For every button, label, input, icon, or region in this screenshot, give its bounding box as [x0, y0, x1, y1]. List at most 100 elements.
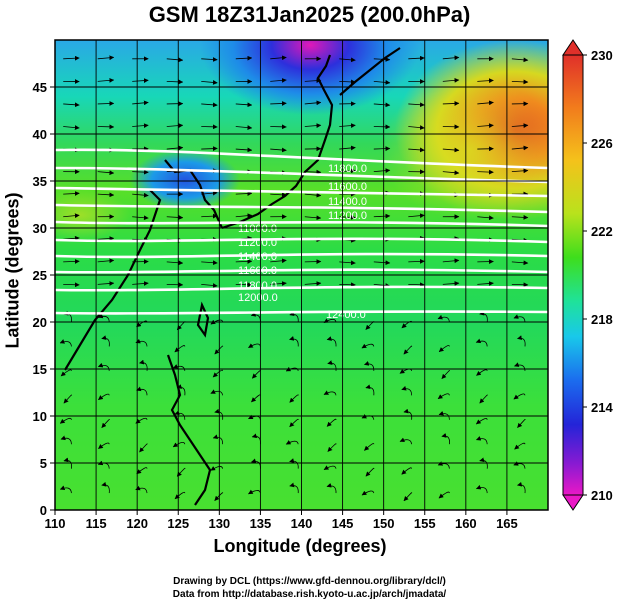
streamline-arrow — [326, 336, 337, 347]
streamline-arrow — [285, 366, 299, 372]
colorbar-label: 214 — [591, 400, 613, 415]
streamline-arrow — [517, 335, 526, 347]
contour-labels: 11800.0 11600.0 11400.0 11200.0 11000.0 … — [238, 163, 367, 321]
streamline-arrow — [408, 147, 425, 153]
contour-label: 11800.0 — [238, 280, 277, 292]
streamline-arrow — [166, 260, 184, 266]
y-tick-label: 40 — [33, 127, 47, 142]
streamline-arrow — [475, 436, 488, 445]
streamline-arrow — [442, 55, 460, 61]
streamline-arrow — [513, 461, 526, 469]
streamline-arrow — [514, 362, 526, 371]
streamline-arrow — [97, 170, 115, 176]
streamline-arrow — [403, 492, 413, 502]
streamline-arrow — [59, 485, 72, 494]
streamline-arrow — [437, 461, 450, 469]
streamline-arrow — [97, 236, 115, 241]
streamline-arrow — [132, 78, 149, 83]
streamline-arrow — [285, 440, 299, 445]
streamline-arrow — [136, 467, 148, 475]
streamline-arrow — [403, 408, 413, 420]
streamline-arrow — [475, 338, 488, 347]
streamline-arrow — [475, 418, 488, 425]
streamline-arrow — [373, 283, 391, 288]
y-tick-label: 30 — [33, 221, 47, 236]
streamline-arrow — [511, 57, 529, 63]
streamline-arrow — [442, 101, 460, 106]
streamline-arrow — [172, 364, 186, 371]
colorbar-label: 226 — [591, 136, 613, 151]
streamline-arrow — [132, 192, 149, 198]
streamline-arrow — [97, 362, 110, 371]
streamline-arrow — [214, 408, 224, 420]
streamline-arrow — [373, 168, 391, 174]
contour-label: 11800.0 — [328, 163, 367, 175]
streamline-arrow — [477, 281, 494, 286]
streamline-arrow — [201, 213, 218, 219]
streamline-arrow — [270, 192, 287, 198]
streamline-arrow — [438, 345, 450, 353]
streamline-arrow — [364, 361, 375, 371]
streamline-arrow — [438, 491, 450, 499]
streamline-arrow — [136, 320, 148, 328]
streamline-arrow — [365, 384, 375, 396]
streamline-arrow — [63, 55, 80, 61]
streamline-arrow — [408, 102, 425, 108]
streamline-arrow — [166, 145, 184, 151]
streamline-arrow — [339, 123, 356, 128]
streamline-arrow — [132, 281, 149, 286]
streamline-arrow — [214, 492, 224, 501]
streamline-arrow — [514, 442, 526, 450]
contour-label: 11400.0 — [238, 251, 277, 263]
streamline-arrow — [513, 393, 526, 400]
streamline-arrow — [442, 281, 460, 286]
streamline-arrow — [511, 79, 529, 85]
streamline-arrow — [339, 79, 356, 85]
colorbar-bottom-triangle — [562, 494, 584, 511]
streamline-arrow — [513, 314, 526, 323]
streamline-arrow — [212, 369, 224, 378]
streamline-arrow — [59, 339, 72, 347]
y-axis-label: Latitude (degrees) — [2, 192, 23, 349]
contour-label: 11600.0 — [238, 265, 277, 277]
streamline-arrow — [364, 443, 375, 451]
streamline-arrow — [373, 80, 391, 85]
streamline-arrow — [201, 283, 218, 288]
streamline-arrow — [511, 260, 529, 266]
streamline-arrow — [212, 434, 224, 445]
x-tick-label: 115 — [86, 516, 107, 531]
streamline-arrow — [214, 345, 224, 355]
streamline-arrow — [327, 443, 337, 452]
streamline-arrow — [403, 345, 413, 355]
streamline-arrow — [304, 169, 322, 175]
streamline-arrow — [270, 101, 287, 106]
contour-label: 12400.0 — [326, 309, 366, 321]
streamline-arrow — [270, 281, 287, 286]
streamline-arrow — [437, 393, 450, 400]
streamline-arrow — [517, 419, 526, 428]
streamline-arrow — [136, 386, 148, 396]
streamline-arrow — [132, 123, 149, 128]
x-axis: 110 115 120 125 130 135 140 145 150 155 160 165 — [45, 510, 518, 531]
streamline-arrow — [97, 77, 115, 83]
streamline-arrow — [97, 192, 115, 198]
streamline-arrow — [289, 482, 299, 494]
streamline-arrow — [201, 146, 218, 152]
streamline-arrow — [401, 467, 413, 475]
y-tick-label: 0 — [40, 503, 47, 518]
streamline-arrow — [60, 435, 72, 445]
streamline-arrow — [59, 417, 72, 424]
streamline-arrow — [201, 80, 218, 85]
x-tick-label: 150 — [373, 516, 395, 531]
streamline-arrow — [174, 491, 186, 500]
streamline-arrow — [438, 410, 450, 420]
streamline-arrow — [373, 260, 391, 266]
streamline-arrow — [477, 123, 494, 128]
coastline-philippines — [166, 354, 212, 506]
streamline-arrow — [289, 394, 299, 403]
streamline-arrow — [97, 281, 115, 286]
streamline-arrow — [304, 281, 322, 286]
streamline-arrow — [399, 437, 413, 445]
streamline-arrow — [97, 55, 115, 61]
streamline-arrow — [97, 101, 115, 106]
